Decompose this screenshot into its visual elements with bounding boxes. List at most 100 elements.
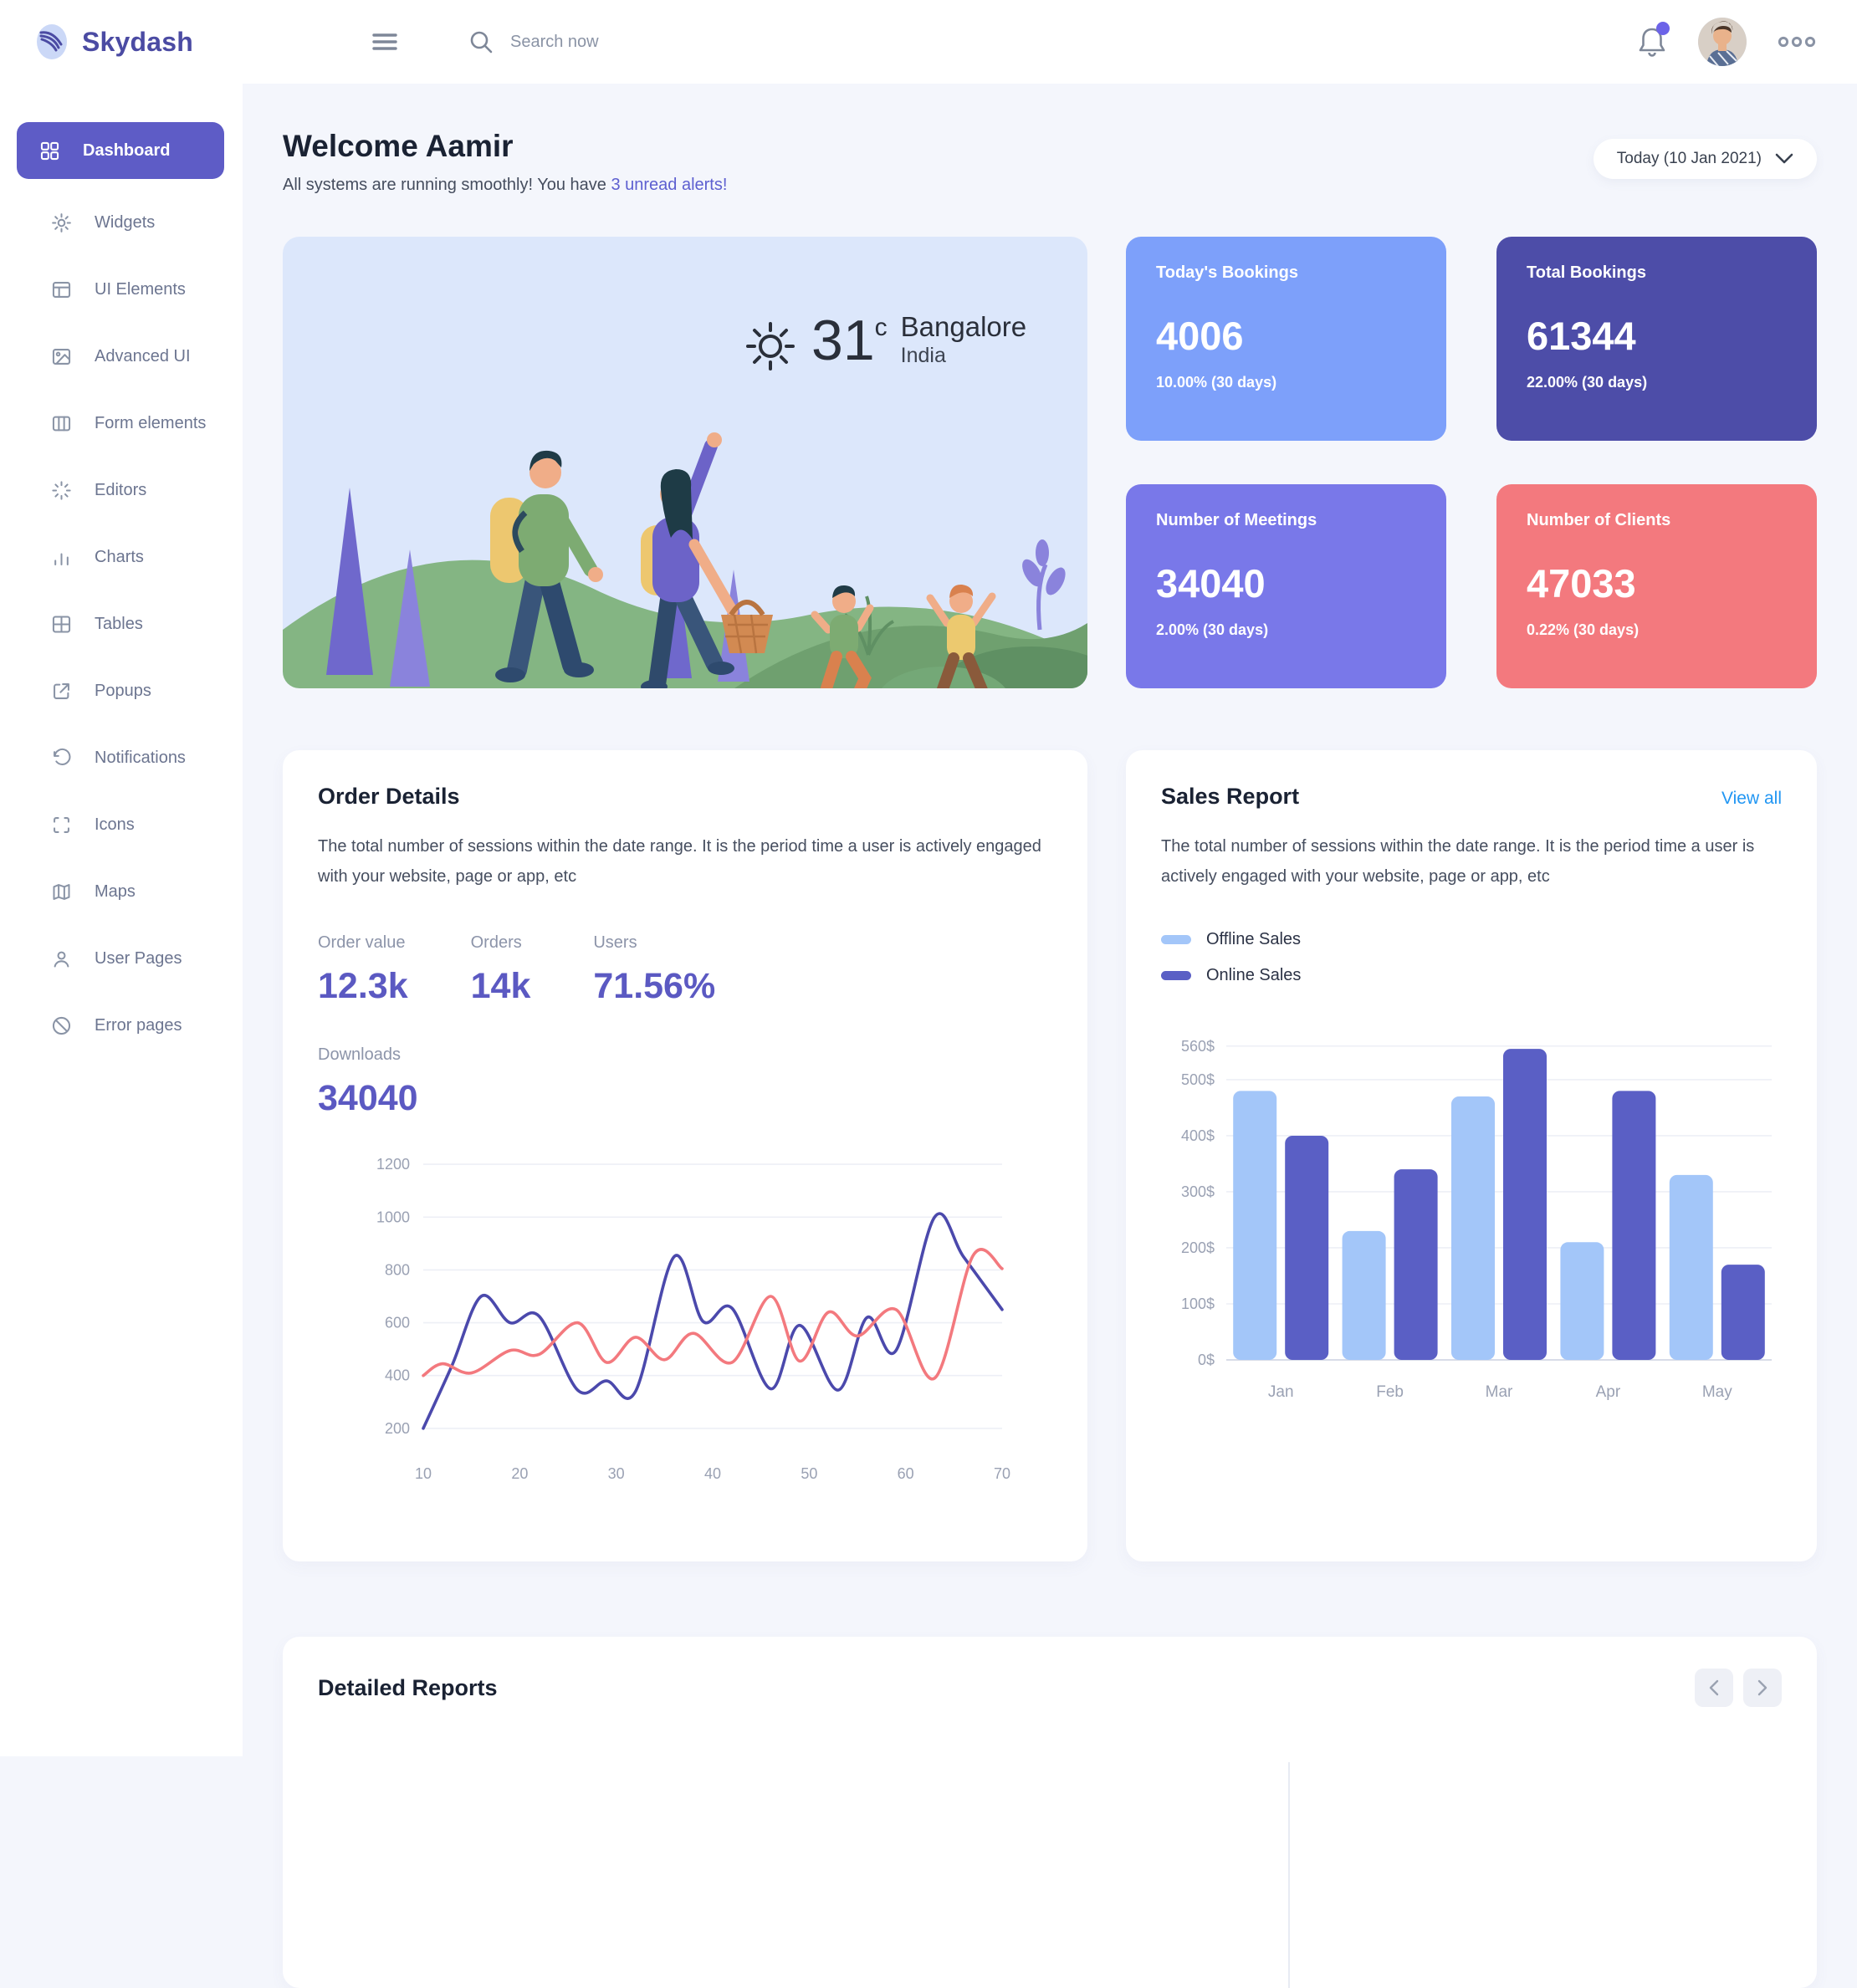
loader-icon — [50, 479, 73, 502]
sidebar-item-label: Widgets — [95, 212, 156, 232]
sales-report-description: The total number of sessions within the … — [1161, 837, 1755, 886]
sidebar-item-error-pages[interactable]: Error pages — [0, 992, 243, 1059]
online-sales-swatch — [1161, 971, 1191, 980]
svg-text:Mar: Mar — [1486, 1383, 1513, 1401]
avatar[interactable] — [1698, 18, 1747, 66]
hamburger-menu-button[interactable] — [372, 32, 397, 52]
chevron-down-icon — [1775, 153, 1793, 164]
order-metrics: Order value 12.3k Orders 14k Users 71.56… — [318, 933, 1052, 1007]
weather-info: 31 c Bangalore India — [743, 309, 1026, 374]
sidebar-item-charts[interactable]: Charts — [0, 524, 243, 590]
search-bar[interactable] — [468, 29, 828, 54]
sales-report-bar-chart: 0$ 100$ 200$ 300$ 400$ 500$ 560$ Jan Feb Mar Apr Ma… — [1181, 1038, 1772, 1401]
svg-text:500$: 500$ — [1181, 1071, 1215, 1088]
stat-value: 34040 — [1156, 561, 1266, 606]
weather-temperature: 31 c — [811, 309, 888, 372]
svg-text:300$: 300$ — [1181, 1183, 1215, 1200]
sales-report-header: Sales Report View all — [1161, 784, 1782, 810]
sidebar-item-user-pages[interactable]: User Pages — [0, 925, 243, 992]
detailed-reports-card: Detailed Reports — [283, 1637, 1817, 1988]
sidebar-item-label: User Pages — [95, 948, 182, 968]
svg-text:1000: 1000 — [376, 1209, 410, 1225]
svg-text:100$: 100$ — [1181, 1296, 1215, 1312]
hamburger-icon — [372, 33, 397, 50]
svg-text:70: 70 — [994, 1465, 1010, 1482]
order-details-title: Order Details — [318, 784, 460, 809]
sidebar-item-label: UI Elements — [95, 279, 186, 299]
illustration-kid-2 — [926, 584, 996, 688]
date-filter-dropdown[interactable]: Today (10 Jan 2021) — [1593, 139, 1817, 179]
search-input[interactable] — [510, 32, 778, 52]
illustration-woman — [641, 432, 773, 688]
page-title: Welcome Aamir — [283, 129, 514, 163]
illustration-man — [490, 450, 603, 682]
sidebar-item-label: Popups — [95, 681, 151, 700]
sun-icon — [746, 322, 795, 371]
sidebar-item-advanced-ui[interactable]: Advanced UI — [0, 323, 243, 390]
svg-text:May: May — [1702, 1383, 1732, 1401]
gear-icon — [50, 212, 73, 234]
legend-online-sales: Online Sales — [1161, 966, 1782, 985]
svg-text:400$: 400$ — [1181, 1127, 1215, 1144]
metric-order-value: Order value 12.3k — [318, 933, 408, 1006]
stat-title: Number of Clients — [1527, 511, 1671, 529]
ellipsis-icon — [1778, 36, 1816, 48]
page-subtitle: All systems are running smoothly! You ha… — [283, 176, 728, 194]
sidebar-item-popups[interactable]: Popups — [0, 657, 243, 724]
previous-page-button[interactable] — [1695, 1669, 1733, 1707]
svg-text:Jan: Jan — [1268, 1383, 1294, 1401]
stat-title: Total Bookings — [1527, 263, 1646, 282]
sidebar-item-label: Charts — [95, 547, 144, 566]
sidebar-item-dashboard[interactable]: Dashboard — [17, 122, 224, 179]
svg-text:Feb: Feb — [1376, 1383, 1404, 1401]
svg-text:600: 600 — [385, 1315, 410, 1331]
svg-text:Apr: Apr — [1596, 1383, 1621, 1401]
more-options-button[interactable] — [1777, 35, 1817, 49]
next-page-button[interactable] — [1743, 1669, 1782, 1707]
reports-pager — [1695, 1669, 1782, 1707]
sidebar-item-icons[interactable]: Icons — [0, 791, 243, 858]
svg-text:200$: 200$ — [1181, 1239, 1215, 1256]
sidebar-item-notifications[interactable]: Notifications — [0, 724, 243, 791]
chevron-right-icon — [1757, 1679, 1767, 1696]
notifications-button[interactable] — [1636, 22, 1670, 59]
image-icon — [50, 345, 73, 368]
history-icon — [50, 747, 73, 769]
view-all-link[interactable]: View all — [1721, 789, 1782, 808]
main-content: Welcome Aamir All systems are running sm… — [243, 84, 1857, 1988]
stat-title: Number of Meetings — [1156, 511, 1317, 529]
layout-icon — [50, 279, 73, 301]
sidebar-item-label: Advanced UI — [95, 346, 191, 365]
search-icon — [470, 31, 493, 54]
skydash-logo-icon — [37, 24, 67, 59]
brand-logo[interactable]: Skydash — [0, 23, 243, 60]
svg-text:400: 400 — [385, 1367, 410, 1384]
sidebar-item-ui-elements[interactable]: UI Elements — [0, 256, 243, 323]
sidebar-item-widgets[interactable]: Widgets — [0, 189, 243, 256]
stat-value: 4006 — [1156, 314, 1244, 358]
stat-title: Today's Bookings — [1156, 263, 1298, 282]
metric-users: Users 71.56% — [593, 933, 716, 1006]
table-icon — [50, 613, 73, 636]
stat-change: 2.00% (30 days) — [1156, 621, 1269, 638]
order-details-line-chart: 200 400 600 800 1000 1200 10 20 30 40 50 60 70 — [376, 1156, 1010, 1482]
stat-value: 47033 — [1527, 561, 1636, 606]
weather-card: 31 c Bangalore India — [283, 237, 1087, 688]
hiking-illustration — [283, 432, 1087, 688]
brand-name: Skydash — [82, 26, 194, 57]
avatar-image — [1698, 18, 1747, 66]
slash-icon — [50, 1014, 73, 1037]
top-row: 31 c Bangalore India Today's Bookings 400… — [283, 237, 1817, 688]
svg-text:40: 40 — [704, 1465, 721, 1482]
sidebar-item-editors[interactable]: Editors — [0, 457, 243, 524]
sidebar-item-maps[interactable]: Maps — [0, 858, 243, 925]
order-details-card: Order Details The total number of sessio… — [283, 750, 1087, 1561]
sidebar-item-label: Form elements — [95, 413, 207, 432]
sidebar-item-form-elements[interactable]: Form elements — [0, 390, 243, 457]
detailed-reports-header: Detailed Reports — [318, 1669, 1782, 1707]
sidebar-item-tables[interactable]: Tables — [0, 590, 243, 657]
unread-alerts-link[interactable]: 3 unread alerts! — [611, 176, 728, 194]
map-icon — [50, 881, 73, 903]
metric-downloads: Downloads 34040 — [318, 1045, 418, 1118]
svg-text:1200: 1200 — [376, 1156, 410, 1173]
